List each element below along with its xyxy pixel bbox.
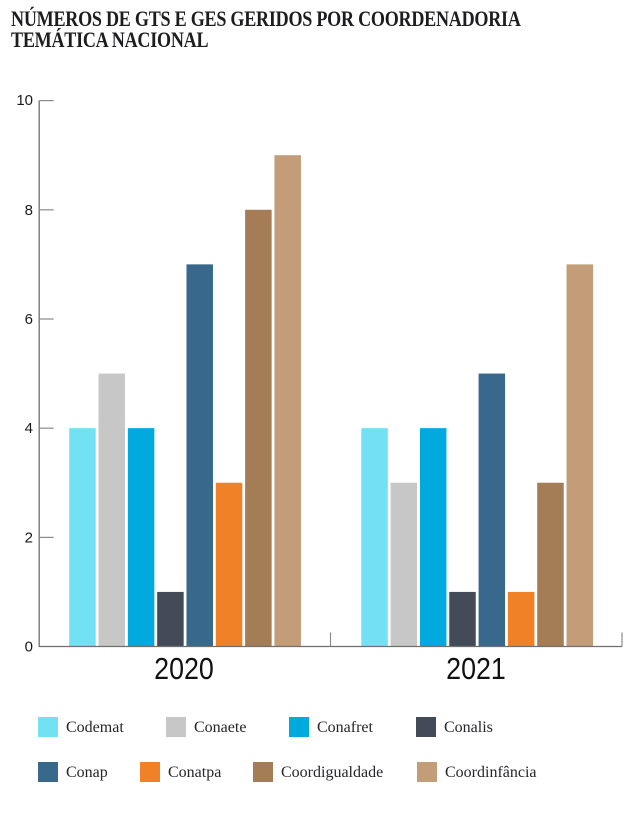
svg-text:2: 2: [25, 529, 33, 546]
svg-text:8: 8: [25, 202, 33, 219]
svg-text:0: 0: [25, 639, 33, 656]
svg-text:6: 6: [25, 311, 33, 328]
svg-text:10: 10: [16, 92, 33, 109]
svg-text:4: 4: [25, 420, 33, 437]
